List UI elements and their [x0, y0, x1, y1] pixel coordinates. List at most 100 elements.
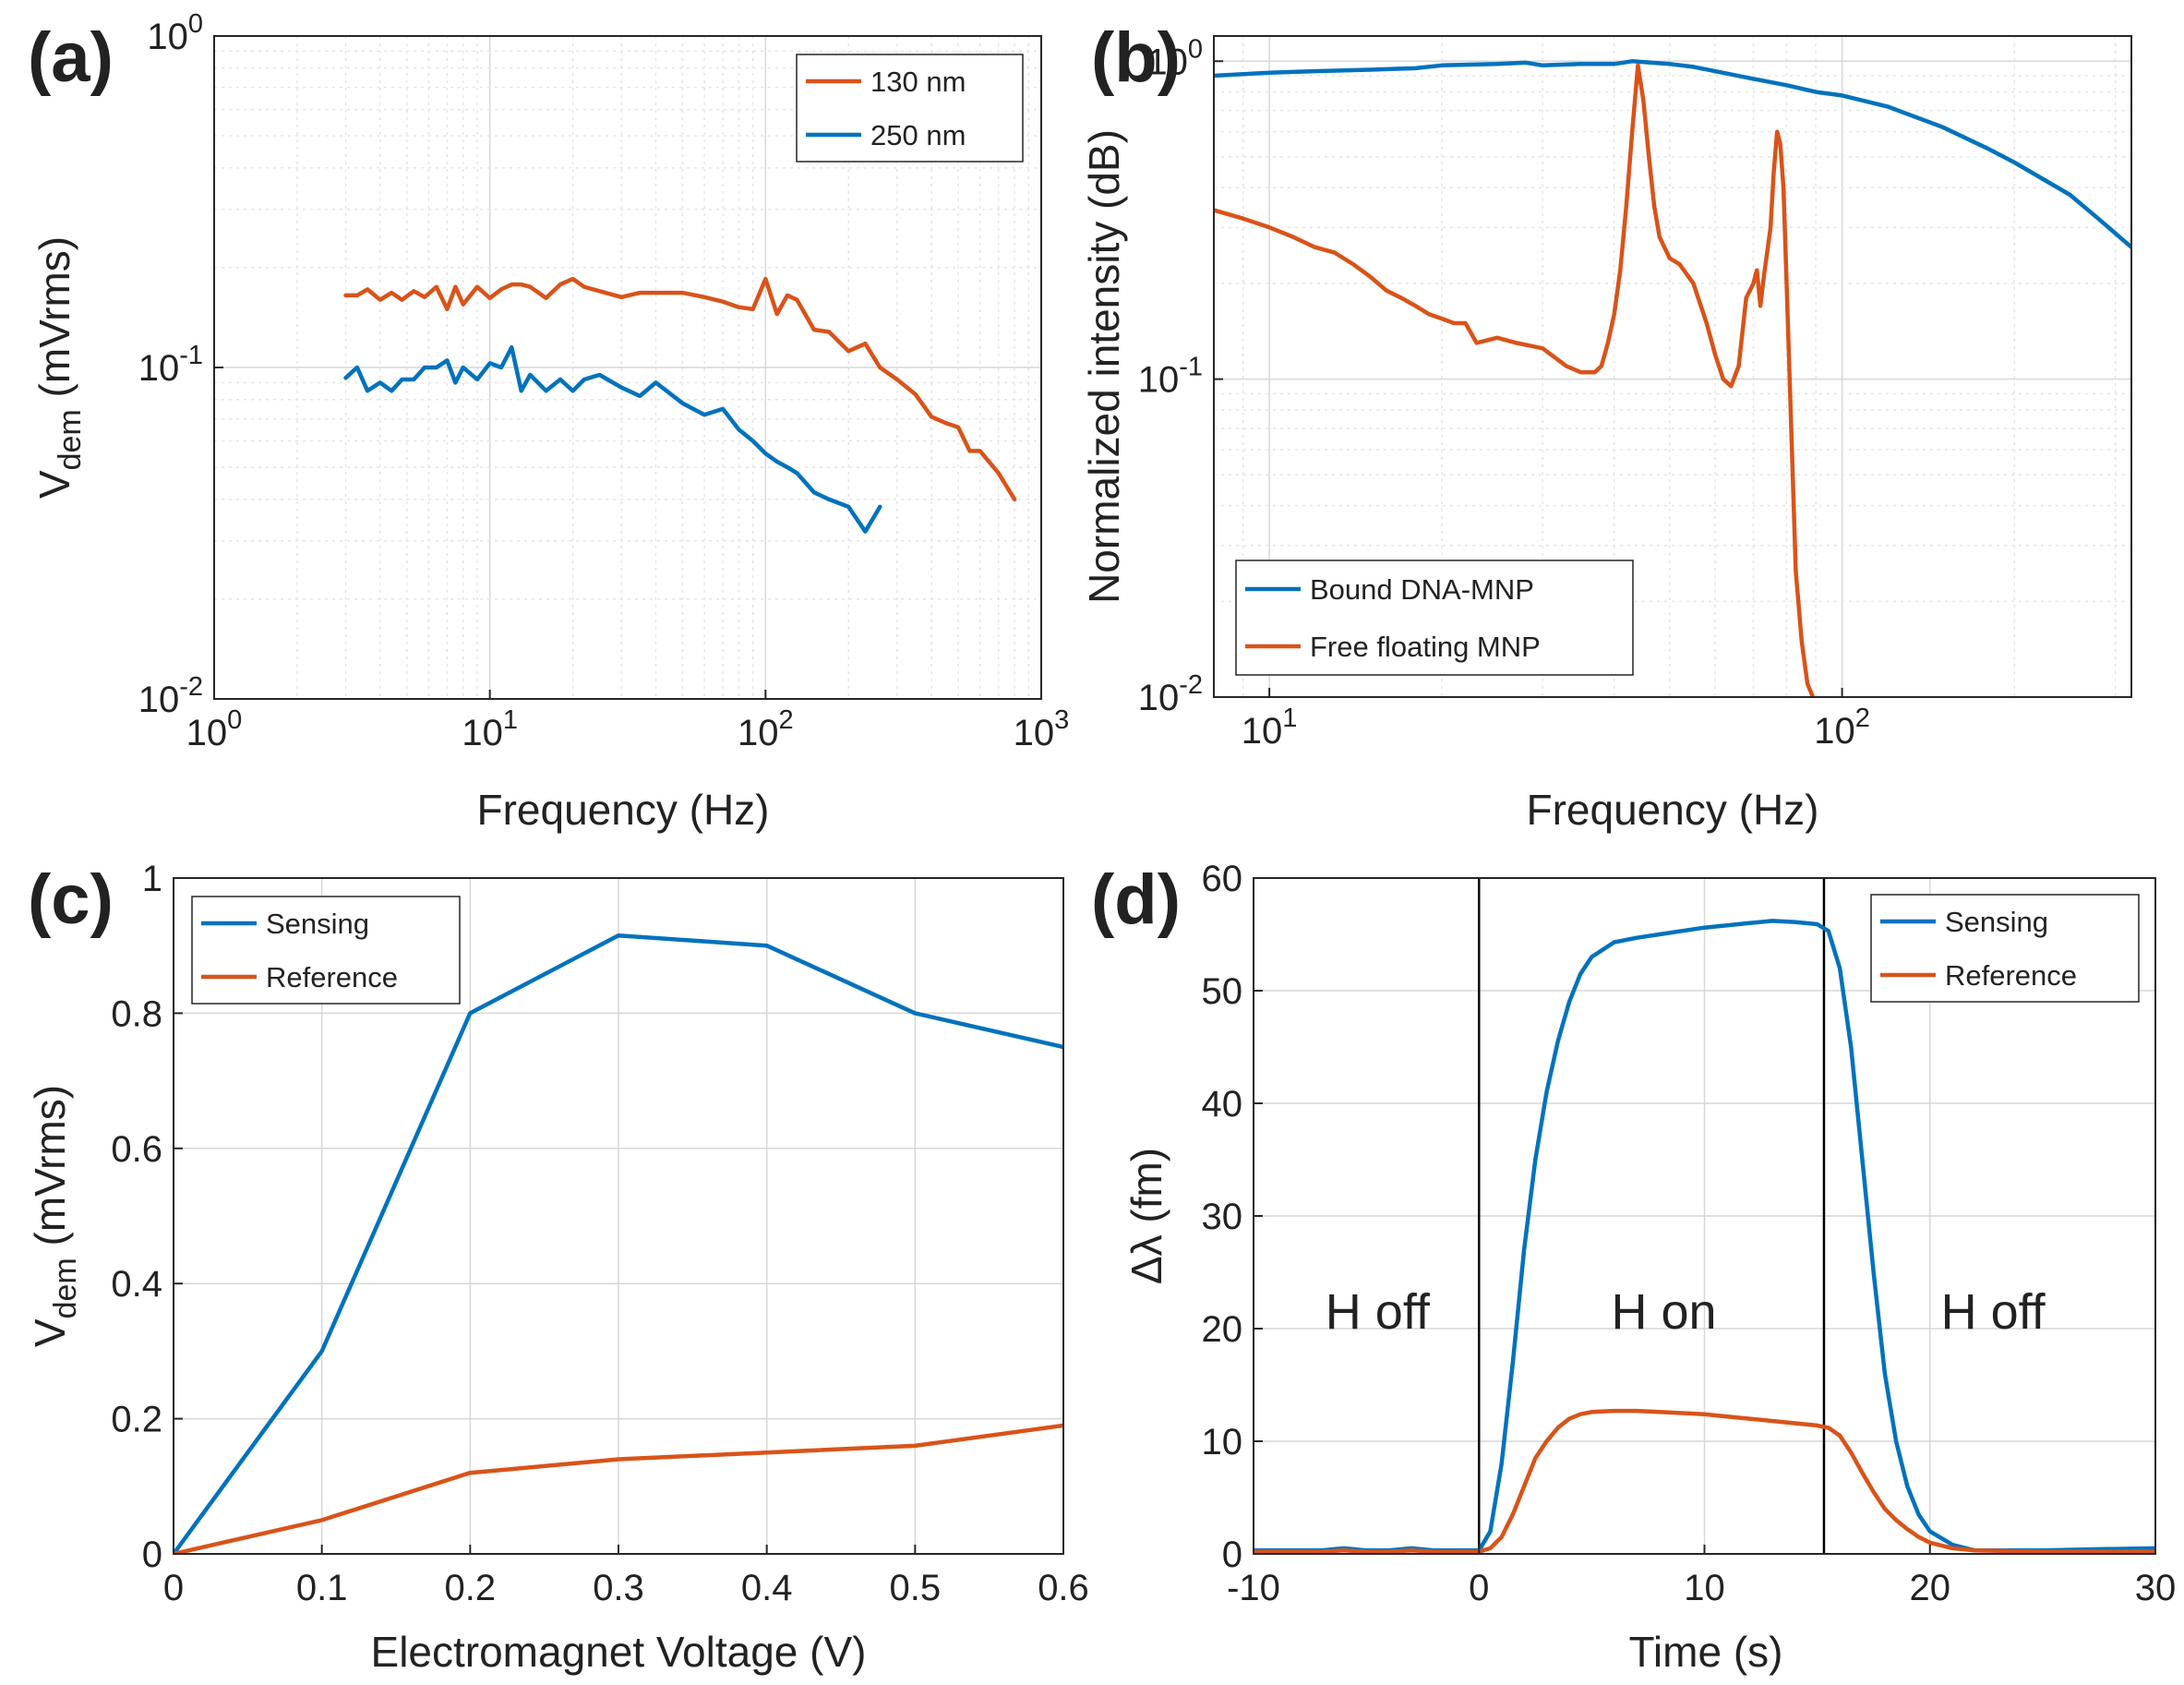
tick-base: 10	[1138, 360, 1180, 401]
legend-label: Reference	[1945, 959, 2077, 992]
tick-text: -10	[1227, 1568, 1280, 1608]
y-tick-label: 100	[1146, 34, 1203, 82]
y-tick-label: 10-2	[138, 672, 203, 720]
legend-box	[1235, 560, 1634, 676]
axes-box-b	[1213, 35, 2132, 698]
y-tick-label: 40	[1202, 1084, 1243, 1125]
tick-text: 60	[1202, 859, 1243, 899]
tick-text: 0.3	[593, 1568, 644, 1608]
tick-text: 0.6	[1038, 1568, 1089, 1608]
y-title-units: (mVrms)	[26, 1085, 74, 1258]
tick-text: 0	[1469, 1568, 1489, 1608]
x-tick-label: 0.5	[890, 1568, 942, 1608]
tick-text: 0.5	[890, 1568, 942, 1608]
tick-text: 40	[1202, 1084, 1243, 1125]
tick-text: 0.2	[445, 1568, 497, 1608]
panel-label-b: (b)	[1091, 18, 1181, 97]
legend-a: 130 nm 250 nm	[796, 54, 1024, 162]
y-title-main: Δλ (fm)	[1122, 1148, 1170, 1284]
legend-box	[191, 896, 461, 1005]
x-tick-label: -10	[1227, 1568, 1280, 1608]
series-line-250-nm	[343, 344, 882, 534]
y-title-subscript: dem	[53, 409, 88, 470]
y-tick-label: 100	[147, 9, 203, 57]
x-tick-label: 0.4	[741, 1568, 793, 1608]
y-tick-label: 50	[1202, 971, 1243, 1012]
tick-exponent: 0	[227, 705, 242, 735]
y-axis-title: Normalized intensity (dB)	[1080, 129, 1128, 604]
tick-base: 10	[1014, 713, 1055, 753]
y-tick-label: 0.2	[111, 1400, 162, 1440]
legend-label: Sensing	[266, 908, 369, 940]
legend-label: Free floating MNP	[1310, 631, 1541, 663]
y-title-main: Normalized intensity (dB)	[1080, 129, 1128, 604]
y-tick-label: 0.8	[111, 993, 162, 1034]
tick-text: 20	[1910, 1568, 1951, 1608]
x-tick-label: 30	[2135, 1568, 2177, 1608]
x-tick-label: 101	[462, 705, 518, 753]
y-tick-label: 0	[142, 1535, 162, 1575]
tick-exponent: 2	[1855, 704, 1870, 733]
region-label: H off	[1326, 1284, 1431, 1340]
panel-label-d: (d)	[1091, 861, 1181, 939]
series-line-130-nm	[343, 276, 1017, 502]
tick-text: 10	[1202, 1422, 1243, 1462]
tick-text: 0.4	[111, 1264, 162, 1305]
series-group-d	[1254, 919, 2155, 1554]
tick-exponent: 0	[1188, 34, 1203, 64]
tick-text: 30	[2135, 1568, 2177, 1608]
legend-label: Sensing	[1945, 906, 2048, 938]
tick-exponent: 1	[503, 705, 518, 735]
y-tick-label: 20	[1202, 1309, 1243, 1350]
tick-base: 10	[462, 713, 503, 753]
x-tick-label: 0.3	[593, 1568, 644, 1608]
series-group-c	[174, 933, 1063, 1554]
y-title-main: V	[30, 470, 78, 499]
y-tick-label: 10-2	[1138, 670, 1203, 718]
x-axis-title: Electromagnet Voltage (V)	[371, 1628, 867, 1676]
y-tick-label: 1	[142, 859, 162, 899]
panel-label-c: (c)	[28, 861, 114, 939]
tick-text: 1	[142, 859, 162, 899]
y-axis-title: Vdem (mVrms)	[30, 236, 88, 499]
panel-label-a: (a)	[28, 18, 114, 97]
x-tick-label: 0	[1469, 1568, 1489, 1608]
legend-box	[1870, 894, 2140, 1003]
legend-d: Sensing Reference	[1870, 894, 2140, 1003]
legend-box	[796, 54, 1024, 162]
tick-base: 10	[186, 713, 228, 753]
x-axis-title: Frequency (Hz)	[477, 786, 770, 834]
tick-base: 10	[738, 713, 779, 753]
tick-exponent: -1	[1179, 353, 1203, 382]
tick-text: 0.2	[111, 1400, 162, 1440]
series-group-b	[1214, 59, 2131, 697]
series-line-reference	[1254, 1408, 2155, 1554]
x-tick-label: 0	[163, 1568, 184, 1608]
x-tick-label: 102	[1814, 704, 1870, 752]
tick-exponent: -2	[1179, 670, 1203, 700]
x-tick-label: 0.6	[1038, 1568, 1089, 1608]
region-label: H off	[1941, 1284, 2046, 1340]
legend-label: 250 nm	[870, 119, 966, 151]
y-title-units: (mVrms)	[30, 236, 78, 409]
y-axis-title: Vdem (mVrms)	[26, 1085, 83, 1347]
x-tick-label: 103	[1014, 705, 1070, 753]
x-tick-label: 20	[1910, 1568, 1951, 1608]
tick-text: 20	[1202, 1309, 1243, 1350]
series-line-sensing	[174, 933, 1063, 1554]
legend-b: Bound DNA-MNP Free floating MNP	[1235, 560, 1634, 676]
x-tick-label: 102	[738, 705, 794, 753]
tick-exponent: 3	[1054, 705, 1069, 735]
x-tick-label: 100	[186, 705, 243, 753]
x-tick-label: 10	[1684, 1568, 1725, 1608]
y-tick-label: 0.4	[111, 1264, 162, 1305]
x-tick-label: 101	[1242, 704, 1298, 752]
tick-exponent: 1	[1282, 704, 1297, 733]
tick-exponent: 0	[188, 9, 203, 39]
y-tick-label: 10	[1202, 1422, 1243, 1462]
tick-base: 10	[1146, 42, 1188, 82]
tick-base: 10	[138, 680, 180, 720]
